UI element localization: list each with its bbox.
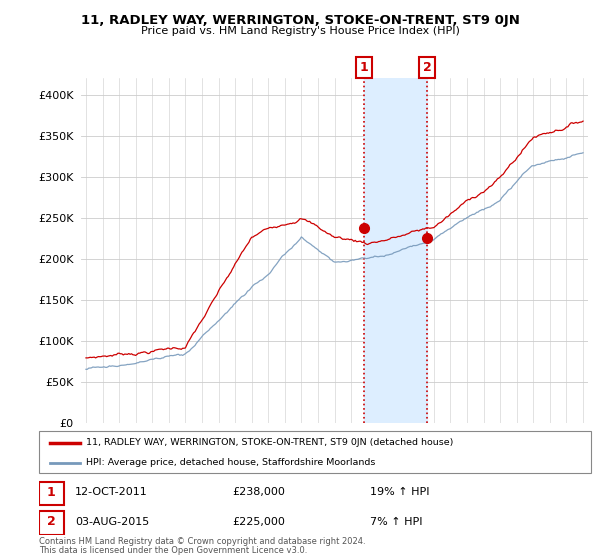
Text: 1: 1 <box>360 61 368 74</box>
Text: 11, RADLEY WAY, WERRINGTON, STOKE-ON-TRENT, ST9 0JN: 11, RADLEY WAY, WERRINGTON, STOKE-ON-TRE… <box>80 14 520 27</box>
Text: 7% ↑ HPI: 7% ↑ HPI <box>370 517 423 527</box>
Text: 12-OCT-2011: 12-OCT-2011 <box>75 487 148 497</box>
Bar <box>364 78 427 423</box>
Text: 2: 2 <box>47 515 56 529</box>
Text: 2: 2 <box>422 61 431 74</box>
Text: This data is licensed under the Open Government Licence v3.0.: This data is licensed under the Open Gov… <box>39 547 307 556</box>
Text: £238,000: £238,000 <box>232 487 285 497</box>
Text: Price paid vs. HM Land Registry's House Price Index (HPI): Price paid vs. HM Land Registry's House … <box>140 26 460 36</box>
FancyBboxPatch shape <box>39 511 64 535</box>
Text: 03-AUG-2015: 03-AUG-2015 <box>75 517 149 527</box>
FancyBboxPatch shape <box>39 431 591 473</box>
Text: 1: 1 <box>47 486 56 499</box>
Text: £225,000: £225,000 <box>232 517 285 527</box>
Text: Contains HM Land Registry data © Crown copyright and database right 2024.: Contains HM Land Registry data © Crown c… <box>39 538 365 547</box>
Text: HPI: Average price, detached house, Staffordshire Moorlands: HPI: Average price, detached house, Staf… <box>86 458 375 467</box>
Text: 11, RADLEY WAY, WERRINGTON, STOKE-ON-TRENT, ST9 0JN (detached house): 11, RADLEY WAY, WERRINGTON, STOKE-ON-TRE… <box>86 438 453 447</box>
Text: 19% ↑ HPI: 19% ↑ HPI <box>370 487 430 497</box>
FancyBboxPatch shape <box>39 482 64 505</box>
